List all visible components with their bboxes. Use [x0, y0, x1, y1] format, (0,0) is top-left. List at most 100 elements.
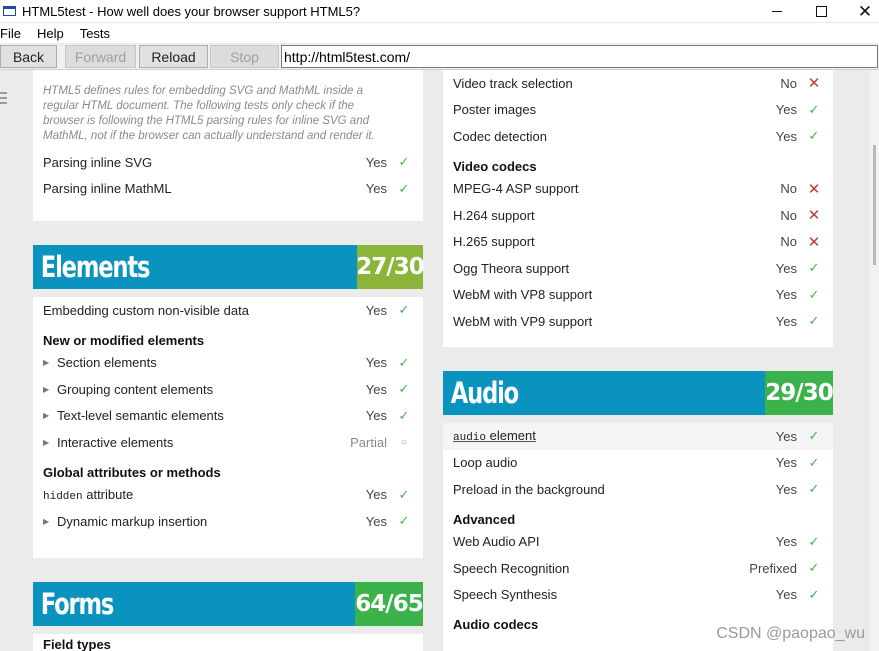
hamburger-menu-icon[interactable]: [0, 92, 7, 107]
test-row[interactable]: Loop audio Yes ✓: [443, 450, 833, 477]
element-text: element: [486, 428, 536, 444]
expand-arrow-icon[interactable]: ▶: [43, 437, 50, 447]
cross-icon: ✕: [807, 180, 821, 198]
test-result: Prefixed: [749, 560, 797, 576]
test-label: Embedding custom non-visible data: [43, 302, 249, 318]
minimize-button[interactable]: [755, 0, 799, 22]
test-row[interactable]: Codec detection Yes ✓: [443, 123, 833, 150]
check-icon: ✓: [398, 154, 410, 170]
test-row[interactable]: Video track selection No ✕: [443, 70, 833, 97]
test-result: Partial: [350, 434, 387, 450]
test-row[interactable]: audio element Yes ✓: [443, 423, 833, 450]
partial-circle-icon: ○: [400, 436, 408, 448]
expandable-test-row[interactable]: ▶ Section elements Yes ✓: [33, 350, 423, 377]
cross-icon: ✕: [807, 75, 821, 93]
section-title: Audio: [450, 376, 519, 410]
test-row[interactable]: H.265 support No ✕: [443, 229, 833, 256]
test-label: Video track selection: [453, 75, 573, 91]
cross-icon: ✕: [807, 233, 821, 251]
test-result: Yes: [775, 587, 797, 603]
reload-button[interactable]: Reload: [139, 45, 208, 68]
check-icon: ✓: [398, 513, 410, 529]
test-result: Yes: [775, 534, 797, 550]
test-row[interactable]: Parsing inline MathML Yes ✓: [33, 176, 423, 203]
test-row[interactable]: Parsing inline SVG Yes ✓: [33, 149, 423, 176]
expand-arrow-icon[interactable]: ▶: [43, 411, 50, 421]
menu-file[interactable]: File: [0, 25, 21, 41]
watermark-text: CSDN @paopao_wu: [716, 625, 865, 642]
test-label: WebM with VP8 support: [453, 287, 593, 303]
test-label: audio element: [453, 428, 833, 444]
parsing-intro: HTML5 defines rules for embedding SVG an…: [43, 85, 375, 142]
test-label: Preload in the background: [453, 481, 605, 497]
expandable-test-row[interactable]: ▶ Dynamic markup insertion Yes ✓: [33, 508, 423, 535]
test-result: Yes: [775, 260, 797, 276]
test-row[interactable]: WebM with VP8 support Yes ✓: [443, 282, 833, 309]
test-row[interactable]: Preload in the background Yes ✓: [443, 476, 833, 503]
forward-button[interactable]: Forward: [65, 45, 136, 68]
test-result: No: [780, 207, 797, 223]
test-label: Loop audio: [453, 455, 518, 471]
address-bar[interactable]: [281, 45, 878, 68]
test-label: MPEG-4 ASP support: [453, 181, 579, 197]
expandable-test-row[interactable]: ▶ Interactive elements Partial ○: [33, 429, 423, 456]
maximize-button[interactable]: [799, 0, 843, 22]
back-button[interactable]: Back: [0, 45, 57, 68]
expand-arrow-icon[interactable]: ▶: [43, 384, 50, 394]
app-window-icon: [3, 6, 16, 16]
attribute-text: attribute: [82, 486, 134, 502]
test-result: Yes: [365, 381, 387, 397]
test-row[interactable]: Speech Recognition Prefixed ✓: [443, 555, 833, 582]
test-label: Section elements: [57, 355, 157, 371]
check-icon: ✓: [808, 428, 820, 444]
menu-tests[interactable]: Tests: [79, 25, 111, 41]
test-result: Yes: [365, 302, 387, 318]
test-label: Parsing inline SVG: [43, 154, 153, 170]
test-label: H.264 support: [453, 207, 535, 223]
test-label: Dynamic markup insertion: [57, 513, 208, 529]
close-button[interactable]: ✕: [843, 0, 879, 22]
test-row[interactable]: H.264 support No ✕: [443, 202, 833, 229]
test-row[interactable]: Ogg Theora support Yes ✓: [443, 255, 833, 282]
code-hidden: hidden: [43, 490, 83, 503]
toolbar: Back Forward Reload Stop: [0, 44, 879, 70]
test-row[interactable]: Poster images Yes ✓: [443, 97, 833, 124]
code-audio: audio: [453, 432, 487, 445]
test-label: Grouping content elements: [57, 381, 214, 397]
expandable-test-row[interactable]: ▶ Text-level semantic elements Yes ✓: [33, 403, 423, 430]
test-label: Web Audio API: [453, 534, 540, 550]
expand-arrow-icon[interactable]: ▶: [43, 358, 50, 368]
expandable-test-row[interactable]: ▶ Grouping content elements Yes ✓: [33, 376, 423, 403]
group-title: Global attributes or methods: [43, 464, 221, 480]
test-label: Parsing inline MathML: [43, 181, 172, 197]
test-result: Yes: [365, 154, 387, 170]
check-icon: ✓: [398, 302, 410, 318]
test-row[interactable]: Web Audio API Yes ✓: [443, 529, 833, 556]
test-result: Yes: [365, 408, 387, 424]
test-result: Yes: [365, 181, 387, 197]
test-row[interactable]: Embedding custom non-visible data Yes ✓: [33, 297, 423, 324]
minimize-icon: [772, 10, 782, 12]
section-score: 29/30: [765, 371, 834, 415]
test-result: Yes: [775, 455, 797, 471]
menu-help[interactable]: Help: [36, 25, 64, 41]
test-row[interactable]: WebM with VP9 support Yes ✓: [443, 308, 833, 335]
stop-button[interactable]: Stop: [210, 45, 279, 68]
test-result: No: [780, 75, 797, 91]
scrollbar-thumb[interactable]: [873, 145, 876, 265]
section-title: Elements: [40, 250, 151, 284]
test-row[interactable]: Speech Synthesis Yes ✓: [443, 582, 833, 609]
group-title: Audio codecs: [453, 617, 539, 632]
test-row[interactable]: MPEG-4 ASP support No ✕: [443, 176, 833, 203]
expand-arrow-icon[interactable]: ▶: [43, 516, 50, 526]
check-icon: ✓: [808, 260, 820, 276]
check-icon: ✓: [398, 407, 410, 423]
check-icon: ✓: [808, 128, 820, 144]
test-result: Yes: [775, 128, 797, 144]
close-icon: ✕: [857, 1, 873, 21]
vertical-scrollbar[interactable]: [870, 70, 879, 651]
test-row[interactable]: hidden attribute Yes ✓: [33, 482, 423, 509]
test-result: Yes: [365, 355, 387, 371]
cross-icon: ✕: [807, 207, 821, 225]
audio-card: audio element Yes ✓ Loop audio Yes ✓ Pre…: [443, 423, 833, 651]
